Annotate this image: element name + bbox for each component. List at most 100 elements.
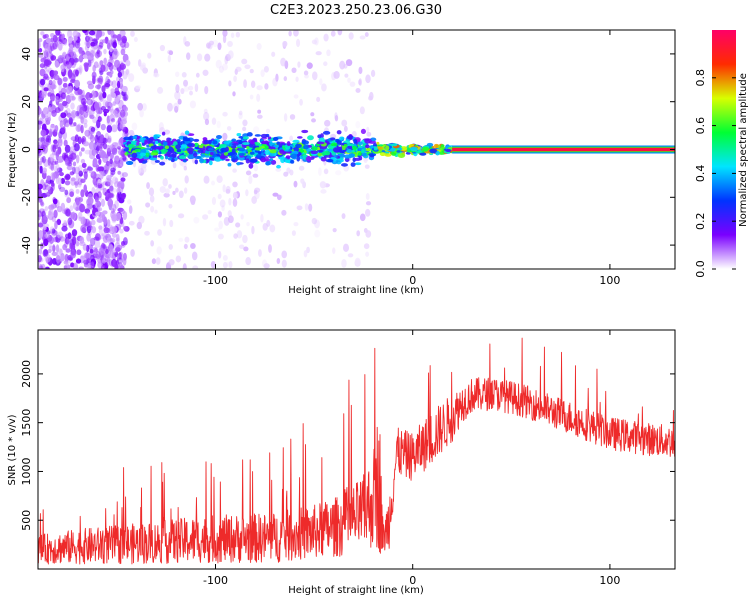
heatmap-cell [92, 158, 98, 167]
heatmap-cell [75, 188, 80, 194]
heatmap-cell [59, 120, 64, 129]
spectrogram-x-tick-label: 0 [409, 274, 416, 287]
heatmap-cell [88, 166, 93, 174]
heatmap-cell [50, 160, 57, 166]
heatmap-cell [149, 195, 155, 203]
heatmap-cell [87, 220, 92, 230]
heatmap-cell [91, 126, 96, 134]
heatmap-cell [210, 260, 216, 269]
heatmap-cell [79, 236, 85, 244]
heatmap-cell [114, 177, 119, 183]
heatmap-cell [236, 162, 241, 166]
heatmap-cell [58, 84, 63, 94]
heatmap-cell [90, 41, 96, 47]
heatmap-cell [293, 30, 299, 37]
heatmap-cell [104, 255, 111, 262]
heatmap-cell [150, 145, 157, 149]
heatmap-cell [337, 30, 343, 36]
heatmap-cell [110, 172, 114, 177]
heatmap-cell [123, 136, 131, 141]
heatmap-cell [58, 95, 63, 101]
heatmap-cell [194, 159, 198, 165]
heatmap-cell [231, 148, 236, 154]
heatmap-cell [109, 185, 114, 194]
heatmap-cell [57, 138, 63, 147]
heatmap-cell [429, 148, 437, 154]
heatmap-cell [385, 145, 390, 151]
heatmap-cell [122, 131, 126, 139]
heatmap-cell [102, 91, 107, 99]
heatmap-cell [347, 77, 351, 83]
heatmap-cell [289, 114, 296, 120]
heatmap-cell [267, 136, 272, 140]
heatmap-cell [361, 152, 368, 157]
heatmap-cell [145, 152, 150, 158]
heatmap-cell [245, 158, 250, 164]
heatmap-cell [223, 216, 230, 226]
heatmap-cell [77, 165, 83, 175]
heatmap-cell [106, 227, 111, 234]
heatmap-cell [258, 249, 262, 257]
heatmap-cell [112, 41, 117, 49]
heatmap-cell [140, 148, 147, 154]
heatmap-cell [182, 263, 187, 269]
heatmap-cell [364, 32, 369, 37]
heatmap-cell [144, 230, 150, 236]
snr-x-tick-label: 0 [409, 574, 416, 587]
heatmap-cell [72, 166, 76, 175]
heatmap-cell [67, 37, 73, 44]
heatmap-cell [68, 85, 73, 94]
heatmap-cell [222, 132, 228, 141]
heatmap-cell [307, 135, 314, 141]
heatmap-cell [178, 190, 184, 199]
heatmap-cell [92, 39, 98, 44]
heatmap-cell [81, 227, 86, 233]
heatmap-cell [227, 40, 233, 47]
heatmap-cell [137, 59, 142, 67]
heatmap-cell [90, 258, 97, 267]
heatmap-cell [217, 42, 222, 51]
heatmap-cell [314, 229, 321, 238]
heatmap-cell [159, 44, 166, 52]
heatmap-cell [114, 109, 118, 119]
heatmap-cell [311, 39, 318, 45]
heatmap-cell [358, 147, 363, 151]
heatmap-cell [226, 261, 230, 267]
heatmap-cell [235, 222, 241, 228]
heatmap-cell [47, 156, 51, 166]
heatmap-cell [128, 129, 135, 136]
heatmap-cell [303, 250, 308, 258]
heatmap-cell [78, 266, 84, 269]
heatmap-cell [221, 63, 228, 71]
heatmap-cell [40, 31, 45, 36]
heatmap-cell [222, 261, 228, 269]
heatmap-cell [107, 198, 114, 208]
heatmap-cell [38, 248, 43, 255]
spectrogram-heatmap [38, 30, 675, 269]
heatmap-cell [298, 165, 305, 171]
heatmap-cell [49, 42, 55, 52]
heatmap-cell [70, 211, 76, 220]
heatmap-cell [43, 225, 47, 231]
heatmap-cell [97, 116, 102, 122]
heatmap-cell [52, 158, 57, 164]
heatmap-cell [365, 201, 372, 206]
heatmap-cell [86, 233, 92, 242]
heatmap-cell [279, 149, 285, 154]
heatmap-cell [81, 118, 88, 125]
heatmap-cell [187, 133, 195, 136]
heatmap-cell [116, 142, 122, 148]
heatmap-cell [276, 141, 280, 146]
heatmap-cell [177, 98, 182, 105]
heatmap-cell [56, 219, 61, 225]
heatmap-cell [53, 209, 58, 219]
heatmap-cell [103, 227, 110, 234]
heatmap-cell [250, 80, 256, 88]
heatmap-cell [190, 242, 196, 249]
heatmap-cell [75, 173, 80, 182]
heatmap-cell [38, 137, 45, 142]
heatmap-cell [293, 180, 298, 188]
heatmap-cell [263, 263, 270, 269]
heatmap-cell [293, 94, 299, 99]
heatmap-cell [102, 137, 107, 144]
